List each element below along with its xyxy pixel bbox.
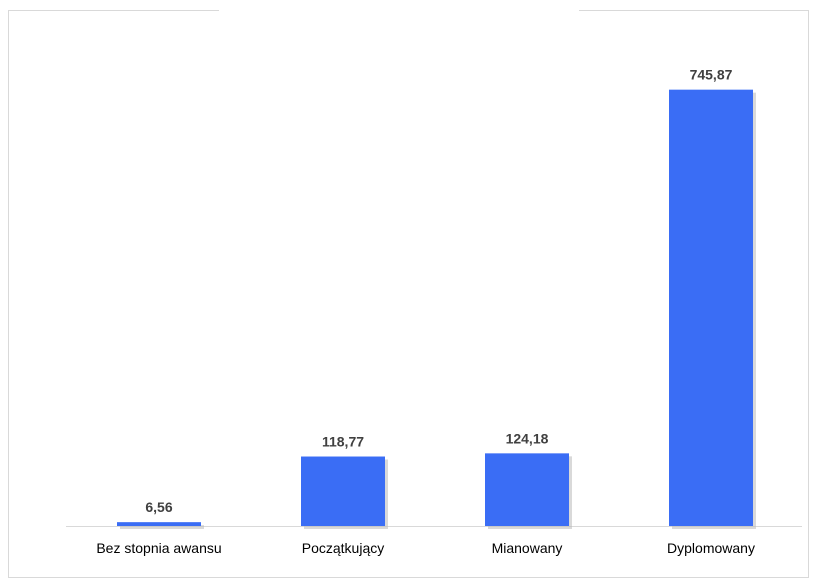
category-label-4: Dyplomowany — [667, 540, 755, 556]
category-label-2: Początkujący — [302, 540, 384, 556]
value-label-2: 118,77 — [322, 434, 364, 450]
bar-1 — [117, 522, 201, 526]
category-label-1: Bez stopnia awansu — [96, 540, 221, 556]
bar-shadow — [120, 525, 204, 529]
value-label-4: 745,87 — [690, 67, 733, 83]
category-label-3: Mianowany — [492, 540, 563, 556]
chart-title-cropped — [219, 0, 579, 19]
value-label-1: 6,56 — [145, 499, 172, 515]
bar-3 — [485, 453, 569, 526]
bar-2 — [301, 456, 385, 526]
bar-4 — [669, 89, 753, 527]
value-label-3: 124,18 — [506, 430, 549, 446]
